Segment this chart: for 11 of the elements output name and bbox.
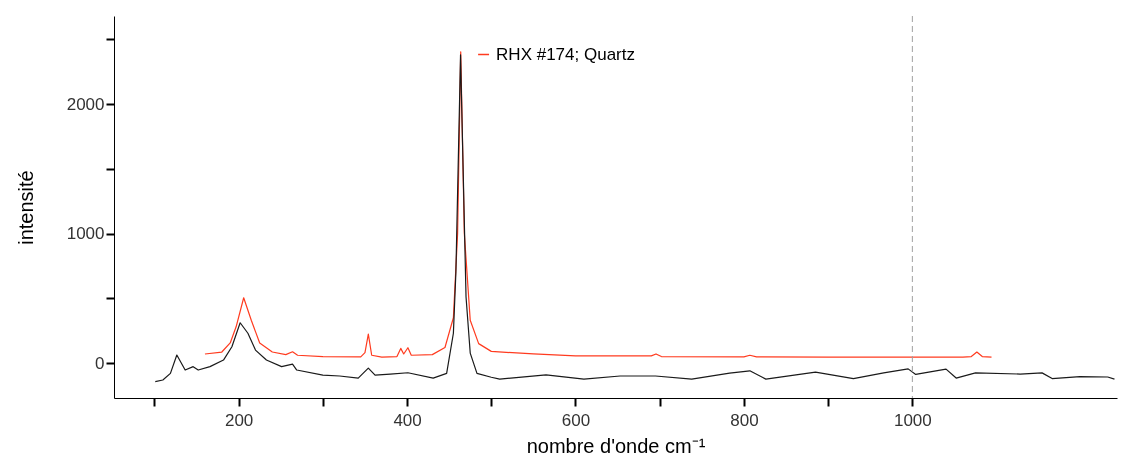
x-axis-title: nombre d'onde cm⁻¹ bbox=[526, 434, 706, 457]
y-tick-label: 1000 bbox=[66, 224, 105, 244]
y-tick-label: 2000 bbox=[66, 94, 105, 114]
x-tick-label: 400 bbox=[393, 410, 422, 430]
x-tick-label: 200 bbox=[224, 410, 254, 430]
x-tick-label: 600 bbox=[561, 410, 591, 430]
y-tick-label: 0 bbox=[95, 353, 105, 373]
y-axis-title: intensité bbox=[14, 170, 37, 245]
legend-label: RHX #174; Quartz bbox=[496, 44, 635, 64]
x-tick-label: 1000 bbox=[893, 410, 932, 430]
x-tick-label: 800 bbox=[730, 410, 759, 430]
